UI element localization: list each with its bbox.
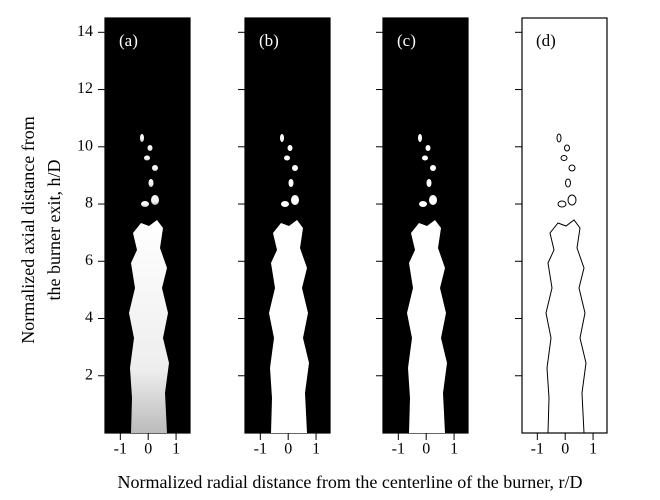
- y-tick-label: 14: [77, 23, 93, 40]
- x-tick-label: 0: [422, 441, 430, 458]
- x-axis-title: Normalized radial distance from the cent…: [117, 472, 582, 492]
- x-tick-label: 1: [172, 441, 180, 458]
- y-tick-label: 10: [77, 137, 93, 154]
- y-tick-label: 6: [85, 252, 93, 269]
- y-tick-label: 4: [85, 309, 93, 326]
- x-tick-label: -1: [392, 441, 405, 458]
- x-tick-label: 1: [450, 441, 458, 458]
- panel-label: (c): [397, 31, 416, 50]
- x-tick-label: -1: [254, 441, 267, 458]
- panel-label: (d): [536, 31, 556, 50]
- y-label-line: the burner exit, h/D: [44, 160, 64, 301]
- x-tick-label: 0: [561, 441, 569, 458]
- y-axis-title: Normalized axial distance from the burne…: [18, 116, 64, 343]
- y-tick-label: 8: [85, 195, 93, 212]
- panel-label: (a): [119, 31, 138, 50]
- x-tick-label: -1: [531, 441, 544, 458]
- x-tick-label: 1: [589, 441, 597, 458]
- x-tick-label: 0: [284, 441, 292, 458]
- y-label-line: Normalized axial distance from: [18, 116, 38, 343]
- x-tick-label: 1: [312, 441, 320, 458]
- y-tick-label: 2: [85, 366, 93, 383]
- x-tick-label: 0: [144, 441, 152, 458]
- x-tick-label: -1: [114, 441, 127, 458]
- y-tick-label: 12: [77, 80, 93, 97]
- panel-label: (b): [259, 31, 279, 50]
